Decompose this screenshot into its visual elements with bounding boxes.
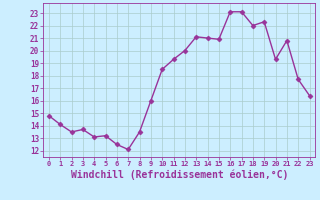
X-axis label: Windchill (Refroidissement éolien,°C): Windchill (Refroidissement éolien,°C)	[70, 170, 288, 180]
